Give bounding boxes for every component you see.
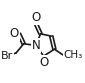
Text: CH₃: CH₃ (64, 50, 83, 60)
Text: Br: Br (1, 51, 13, 61)
Text: N: N (32, 39, 40, 52)
Text: O: O (39, 56, 48, 69)
Text: O: O (31, 11, 41, 24)
Text: O: O (10, 27, 19, 40)
